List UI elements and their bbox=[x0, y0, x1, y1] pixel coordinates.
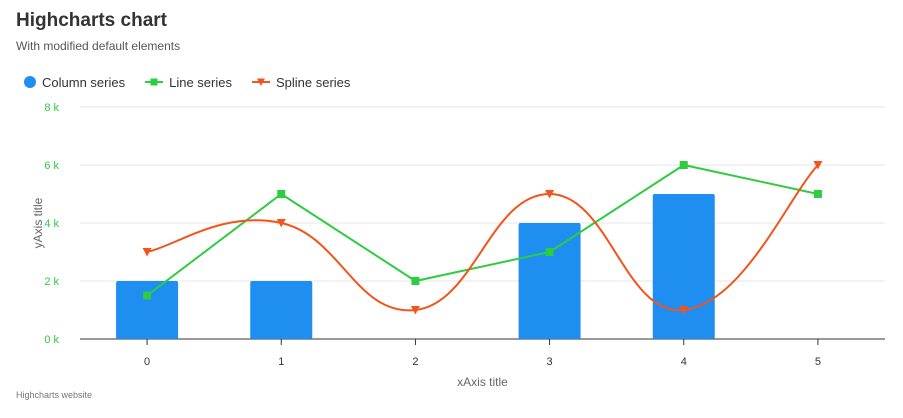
legend-item-spline-series[interactable]: Spline series bbox=[251, 74, 351, 90]
legend-triangle-line-icon bbox=[251, 78, 270, 86]
spline-point-marker[interactable] bbox=[276, 219, 286, 228]
chart-title: Highcharts chart bbox=[16, 10, 167, 31]
line-point-marker[interactable] bbox=[143, 291, 152, 300]
y-tick-label: 4 k bbox=[44, 218, 59, 230]
legend-label: Column series bbox=[42, 74, 126, 90]
x-axis-title: xAxis title bbox=[457, 375, 508, 389]
spline-series-path bbox=[146, 164, 819, 312]
x-tick-label: 4 bbox=[681, 356, 687, 368]
line-point-marker[interactable] bbox=[813, 190, 822, 198]
x-tick-label: 3 bbox=[547, 356, 553, 368]
legend-label: Line series bbox=[169, 74, 232, 90]
spline-point-marker[interactable] bbox=[410, 306, 420, 315]
credits-link[interactable]: Highcharts website bbox=[16, 390, 93, 400]
column-bar[interactable] bbox=[652, 194, 715, 339]
legend-item-line-series[interactable]: Line series bbox=[145, 75, 232, 90]
spline-point-marker[interactable] bbox=[679, 306, 689, 315]
line-series-path bbox=[146, 163, 819, 297]
legend-item-column-series[interactable]: Column series bbox=[24, 75, 125, 90]
column-bar[interactable] bbox=[116, 281, 179, 339]
chart-subtitle: With modified default elements bbox=[16, 39, 181, 53]
x-tick-label: 0 bbox=[144, 356, 150, 368]
spline-point-marker[interactable] bbox=[142, 248, 152, 257]
column-bar[interactable] bbox=[250, 281, 313, 339]
chart-legend: Column series Line series Spline series bbox=[24, 73, 370, 91]
legend-label: Spline series bbox=[275, 74, 351, 90]
column-bar[interactable] bbox=[518, 223, 581, 339]
y-axis-title: yAxis title bbox=[31, 197, 45, 248]
line-point-marker[interactable] bbox=[545, 248, 554, 256]
x-tick-label: 5 bbox=[815, 356, 821, 368]
y-tick-label: 0 k bbox=[44, 334, 59, 346]
spline-point-marker[interactable] bbox=[545, 190, 555, 199]
x-tick-label: 2 bbox=[412, 356, 418, 368]
line-point-marker[interactable] bbox=[679, 161, 688, 169]
y-tick-label: 6 k bbox=[44, 160, 59, 172]
y-tick-label: 2 k bbox=[44, 276, 59, 288]
x-tick-label: 1 bbox=[278, 356, 284, 368]
legend-square-line-icon bbox=[145, 78, 164, 86]
legend-circle-icon bbox=[24, 76, 36, 88]
line-point-marker[interactable] bbox=[277, 190, 286, 198]
y-tick-label: 8 k bbox=[44, 102, 59, 114]
line-point-marker[interactable] bbox=[411, 277, 420, 285]
spline-point-marker[interactable] bbox=[813, 161, 823, 170]
